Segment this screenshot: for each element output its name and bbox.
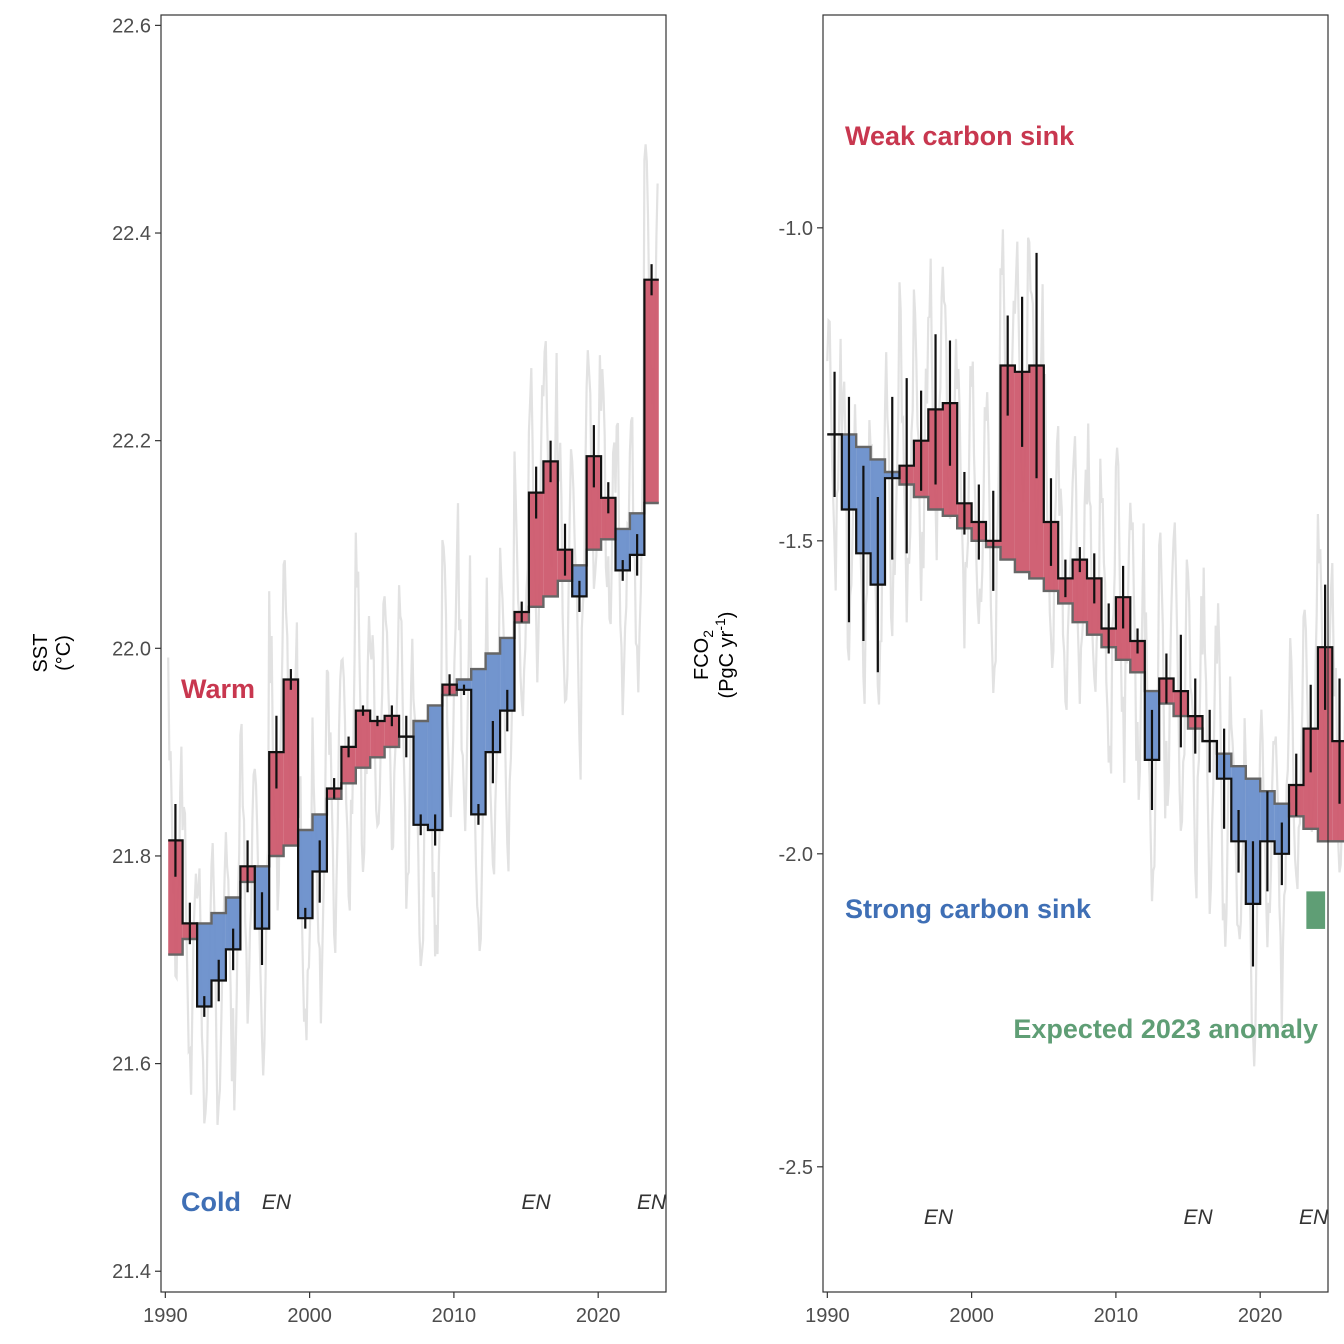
left-anomaly-bar — [528, 492, 544, 607]
left-y-tick-label: 22.4 — [112, 223, 151, 245]
left-anomaly-bar — [644, 279, 659, 503]
left-x-tick-label: 2020 — [576, 1305, 621, 1327]
left-anomaly-bar — [500, 637, 515, 711]
sst-error-bars — [174, 264, 653, 1017]
left-anomaly-bar — [283, 679, 299, 846]
left-anomaly-bar — [298, 829, 313, 919]
sst-y-title-line2: (°C) — [53, 635, 75, 671]
left-anomaly-bar — [413, 720, 428, 825]
sst-el-nino-label: EN — [637, 1191, 667, 1214]
fco2-anomaly-fill — [827, 365, 1344, 904]
fco2-plot-border — [822, 14, 1329, 1293]
right-anomaly-bar — [1072, 559, 1088, 623]
left-y-tick-label: 21.4 — [112, 1261, 151, 1283]
left-anomaly-bar — [370, 720, 385, 758]
strong-sink-label: Strong carbon sink — [845, 894, 1092, 924]
left-anomaly-bar — [471, 669, 486, 815]
sst-monthly-series — [167, 144, 659, 1125]
right-y-tick-label: -2.5 — [779, 1157, 813, 1179]
fco2-annual-steps — [827, 364, 1344, 905]
sst-x-axis: 1990 2000 2010 2020 — [143, 1292, 620, 1327]
sst-el-nino-marks: EN EN EN — [262, 1191, 667, 1214]
fco2-error-bars — [833, 252, 1341, 967]
right-y-tick-label: -2.0 — [779, 844, 813, 866]
left-anomaly-bar — [384, 715, 400, 747]
right-anomaly-bar — [1231, 766, 1246, 842]
sst-el-nino-label: EN — [262, 1191, 292, 1214]
sst-warm-label: Warm — [181, 674, 255, 704]
left-anomaly-bar — [355, 710, 371, 768]
right-anomaly-bar — [1303, 728, 1318, 829]
fco2-y-axis: -2.5 -2.0 -1.5 -1.0 — [779, 218, 823, 1179]
right-anomaly-bar — [1014, 371, 1030, 573]
left-x-tick-label: 1990 — [143, 1305, 188, 1327]
right-anomaly-bar — [1000, 365, 1015, 560]
sst-el-nino-label: EN — [522, 1191, 552, 1214]
expected-2023-anomaly-bar — [1306, 891, 1326, 929]
weak-sink-label: Weak carbon sink — [845, 121, 1075, 151]
left-y-tick-label: 22.0 — [112, 638, 151, 660]
left-x-tick-label: 2010 — [432, 1305, 477, 1327]
right-trend-step-line — [827, 433, 1344, 843]
left-anomaly-bar — [615, 528, 630, 571]
sst-anomaly-fill — [168, 279, 659, 1007]
left-anomaly-bar — [197, 923, 212, 1007]
right-anomaly-bar — [1332, 741, 1344, 842]
fco2-y-title-line2: (PgC yr-1) — [712, 612, 738, 699]
left-y-tick-label: 21.6 — [112, 1054, 151, 1076]
right-anomaly-bar — [1130, 640, 1145, 673]
fco2-y-title-line1: FCO2 — [691, 630, 716, 680]
expected-anomaly-label: Expected 2023 anomaly — [1013, 1014, 1318, 1044]
left-monthly-line — [167, 144, 659, 1125]
fco2-el-nino-label: EN — [924, 1206, 954, 1229]
fco2-monthly-series — [826, 229, 1344, 1067]
left-anomaly-bar — [225, 897, 241, 950]
right-x-tick-label: 2000 — [949, 1305, 994, 1327]
right-y-tick-label: -1.5 — [779, 531, 813, 553]
left-anomaly-bar — [601, 497, 616, 540]
left-annual-step-line — [168, 278, 659, 1008]
fco2-panel: 1990 2000 2010 2020 -2.5 -2.0 -1.5 -1.0 Weak c… — [691, 14, 1344, 1327]
right-x-tick-label: 2020 — [1238, 1305, 1283, 1327]
left-anomaly-bar — [269, 752, 284, 856]
left-anomaly-bar — [168, 840, 183, 955]
sst-annual-steps — [168, 278, 659, 1008]
right-y-tick-label: -1.0 — [779, 218, 813, 240]
left-anomaly-bar — [427, 705, 443, 830]
fco2-x-axis: 1990 2000 2010 2020 — [805, 1292, 1282, 1327]
left-anomaly-bar — [211, 913, 226, 981]
sst-y-axis: 21.4 21.6 21.8 22.0 22.2 22.4 22.6 — [112, 15, 161, 1283]
left-anomaly-bar — [341, 746, 356, 784]
right-anomaly-bar — [1087, 578, 1102, 635]
right-monthly-line — [826, 229, 1344, 1067]
fco2-el-nino-label: EN — [1299, 1206, 1329, 1229]
sst-cold-label: Cold — [181, 1187, 241, 1217]
fco2-el-nino-marks: EN EN EN — [924, 1206, 1329, 1229]
left-anomaly-bar — [485, 653, 501, 753]
right-annual-step-line — [827, 364, 1344, 905]
right-anomaly-bar — [1317, 647, 1333, 842]
fco2-el-nino-label: EN — [1184, 1206, 1214, 1229]
right-x-tick-label: 2010 — [1094, 1305, 1139, 1327]
left-y-tick-label: 22.2 — [112, 431, 151, 453]
left-y-tick-label: 22.6 — [112, 15, 151, 37]
sst-y-title-line1: SST — [30, 634, 52, 673]
left-anomaly-bar — [543, 461, 558, 597]
left-y-tick-label: 21.8 — [112, 846, 151, 868]
sst-plot-border — [160, 14, 667, 1293]
fco2-y-title: FCO2 (PgC yr-1) — [691, 612, 738, 699]
left-x-tick-label: 2000 — [287, 1305, 332, 1327]
left-anomaly-bar — [586, 456, 602, 550]
sst-panel: 1990 2000 2010 2020 21.4 21.6 21.8 22.0 22.2 22.… — [30, 14, 667, 1327]
right-x-tick-label: 1990 — [805, 1305, 850, 1327]
